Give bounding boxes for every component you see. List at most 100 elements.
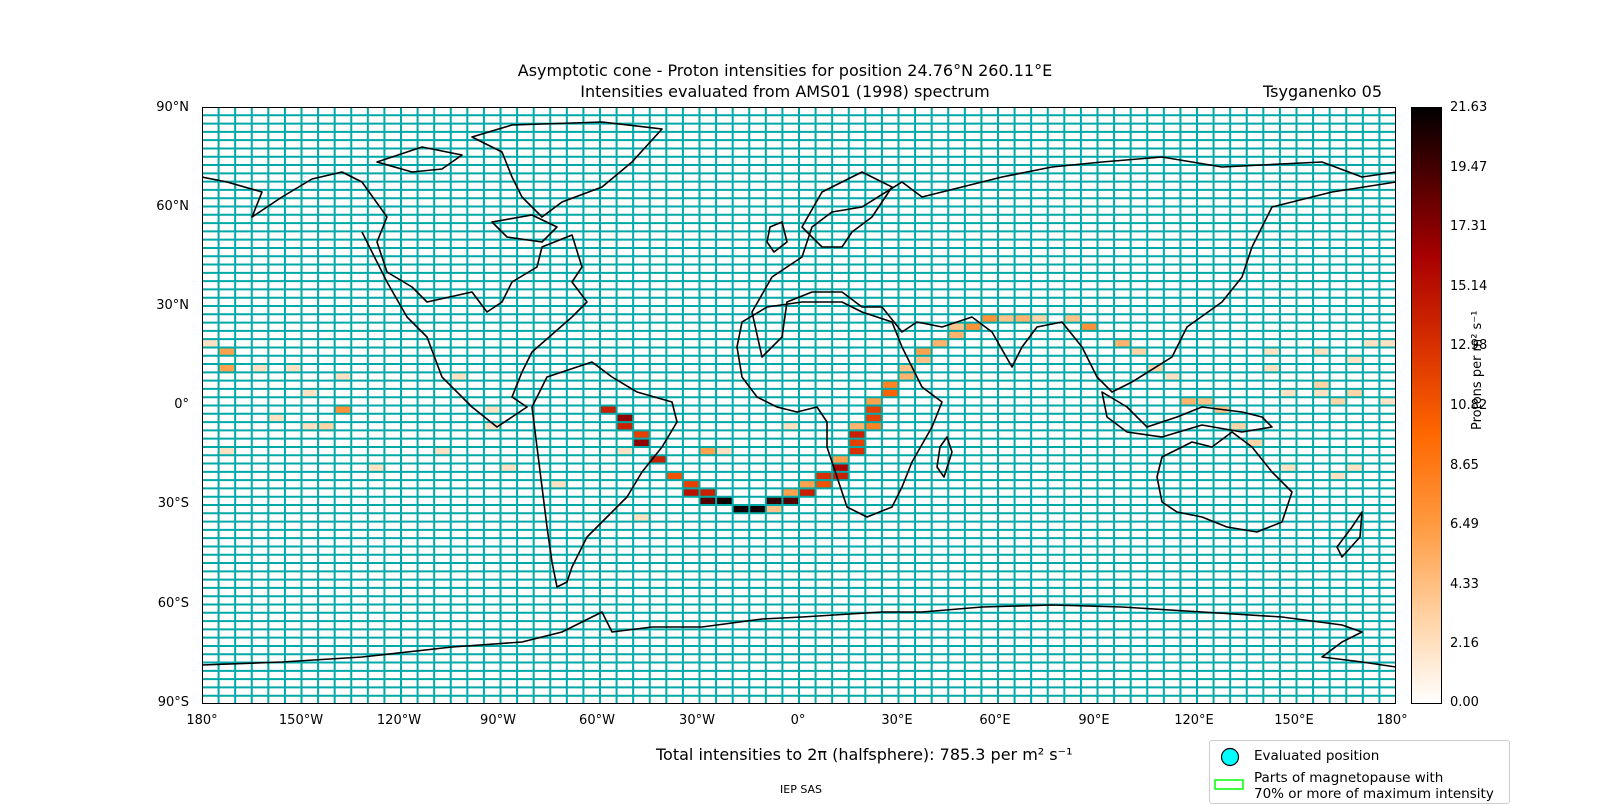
intensity-cell — [716, 496, 733, 505]
intensity-cell — [268, 413, 285, 423]
intensity-cell — [832, 455, 849, 464]
southeast-asia-coastline — [1101, 391, 1273, 438]
intensity-cell — [848, 438, 866, 447]
intensity-cell — [865, 405, 882, 414]
intensity-cell — [600, 405, 617, 414]
lon-label-60w: 60°W — [579, 713, 615, 728]
intensity-cell — [1180, 397, 1197, 406]
legend-magnetopause-line1: Parts of magnetopause with — [1254, 770, 1444, 786]
intensity-cell — [782, 496, 799, 505]
colorbar-tick: 21.63 — [1450, 100, 1488, 115]
lon-label-30e: 30°E — [881, 713, 913, 728]
intensity-cell — [1379, 339, 1396, 348]
africa-coastline — [736, 301, 943, 518]
intensity-cell — [915, 347, 932, 356]
lat-label-90n: 90°N — [156, 100, 189, 115]
intensity-cell — [334, 372, 352, 381]
colorbar-tick: 17.31 — [1450, 219, 1488, 234]
intensity-cell — [881, 380, 899, 389]
intensity-cell — [483, 422, 501, 431]
model-label: Tsyganenko 05 — [1263, 82, 1382, 101]
lon-label-120e: 120°E — [1174, 713, 1214, 728]
lat-label-30n: 30°N — [156, 298, 189, 313]
intensity-cell — [716, 446, 733, 456]
intensity-cell — [782, 422, 799, 431]
intensity-cell — [1329, 471, 1347, 481]
intensity-cell — [1246, 438, 1264, 447]
intensity-cell — [450, 372, 468, 381]
intensity-cell — [749, 505, 766, 514]
intensity-cell — [848, 430, 866, 439]
intensity-cell — [633, 513, 650, 522]
lon-label-150w: 150°W — [278, 713, 324, 728]
intensity-cell — [815, 480, 833, 489]
intensity-cell — [699, 496, 717, 505]
colorbar-tick: 12.98 — [1450, 338, 1488, 353]
intensity-cell — [367, 463, 385, 472]
intensity-cell — [732, 505, 750, 514]
intensity-cell — [1197, 397, 1214, 406]
intensity-cell — [1313, 388, 1330, 398]
intensity-cell — [1130, 347, 1148, 356]
intensity-cell — [500, 463, 518, 472]
intensity-cell — [865, 413, 882, 423]
south-america-coastline — [531, 361, 678, 588]
intensity-cell — [815, 471, 833, 481]
lon-label-0: 0° — [790, 713, 806, 728]
lon-label-180w: 180° — [186, 713, 218, 728]
intensity-cell — [1014, 314, 1032, 323]
intensity-cell — [799, 480, 816, 489]
intensity-cell — [1114, 339, 1131, 348]
intensity-cell — [799, 488, 816, 497]
intensity-cell — [284, 364, 302, 373]
colorbar — [1411, 107, 1442, 704]
intensity-cell — [699, 446, 717, 456]
intensity-cell — [998, 314, 1015, 323]
intensity-cell — [682, 480, 700, 489]
intensity-cell — [898, 372, 916, 381]
intensity-cell — [649, 455, 667, 464]
intensity-cell — [218, 347, 236, 356]
intensity-cell — [881, 388, 899, 398]
intensity-cell — [616, 422, 634, 431]
total-intensity-text: Total intensities to 2π (halfsphere): 78… — [656, 745, 1073, 764]
intensity-cell — [1031, 314, 1048, 323]
colorbar-label: Protons per m² s⁻¹ — [1470, 310, 1485, 430]
intensity-cell — [765, 496, 783, 505]
intensity-cell — [334, 405, 352, 414]
lat-label-60s: 60°S — [157, 596, 189, 611]
colorbar-tick: 10.82 — [1450, 398, 1488, 413]
intensity-cell — [1346, 355, 1363, 365]
title-line-1: Asymptotic cone - Proton intensities for… — [517, 61, 1053, 80]
grid-lines — [202, 107, 1396, 704]
intensity-cell — [550, 480, 567, 489]
scandinavia-coastline — [801, 171, 893, 248]
colorbar-tick: 4.33 — [1450, 577, 1479, 592]
lon-label-120w: 120°W — [376, 713, 422, 728]
legend-magnetopause-line2: 70% or more of maximum intensity — [1254, 786, 1494, 802]
intensity-cell — [865, 397, 882, 406]
evaluated-position-marker-icon — [1220, 747, 1240, 767]
british-isles-coastline — [766, 221, 788, 253]
intensity-cell — [948, 322, 965, 331]
intensity-cell — [898, 364, 916, 373]
lon-label-180e: 180° — [1376, 713, 1408, 728]
intensity-cell — [666, 471, 683, 481]
map-frame — [202, 107, 1396, 704]
intensity-cell — [832, 463, 849, 472]
north-america-coastline — [202, 171, 588, 428]
intensity-cell — [1263, 347, 1280, 356]
intensity-cell — [699, 488, 717, 497]
intensity-cell — [616, 446, 634, 456]
lat-label-60n: 60°N — [156, 199, 189, 214]
intensity-cell — [633, 430, 650, 439]
intensity-cell — [1163, 372, 1181, 381]
madagascar-coastline — [936, 436, 953, 478]
intensity-cell — [1379, 397, 1396, 406]
lon-label-60e: 60°E — [979, 713, 1011, 728]
lon-label-150e: 150°E — [1274, 713, 1314, 728]
title-line-2: Intensities evaluated from AMS01 (1998) … — [580, 82, 990, 101]
intensity-cell — [1279, 388, 1297, 398]
legend-evaluated-position-label: Evaluated position — [1254, 748, 1380, 764]
intensity-cell — [434, 446, 451, 456]
